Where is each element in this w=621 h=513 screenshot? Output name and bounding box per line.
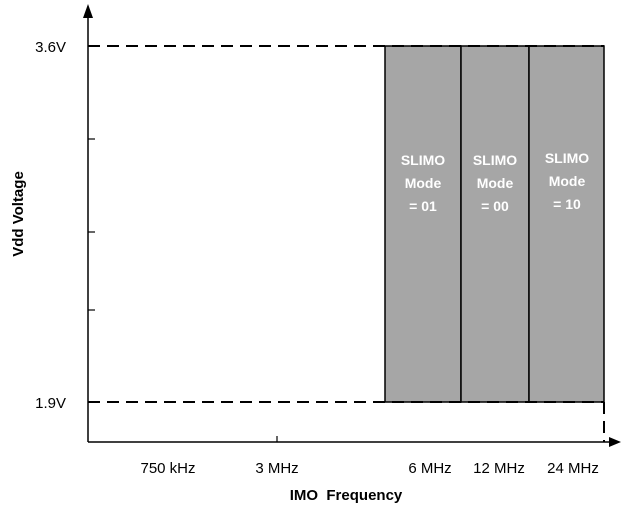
region-slimo-00 [460,45,530,403]
x-tick-label-6mhz: 6 MHz [408,460,451,477]
y-tick-label-top: 3.6V [35,39,66,56]
region-slimo-00-line3: = 00 [481,198,509,214]
voltage-limit-lines [88,45,605,442]
region-labels: SLIMO Mode = 01 SLIMO Mode = 00 SLIMO Mo… [401,150,589,214]
region-slimo-10-line3: = 10 [553,196,581,212]
y-axis-arrowhead [83,4,93,18]
x-tick-label-3mhz: 3 MHz [255,460,298,477]
regions [384,45,605,403]
region-slimo-01 [384,45,462,403]
region-slimo-10 [528,45,605,403]
region-slimo-10-line2: Mode [549,173,586,189]
x-axis-title: IMO Frequency [290,487,403,504]
x-tick-label-750khz: 750 kHz [140,460,195,477]
x-tick-label-24mhz: 24 MHz [547,460,599,477]
axes [83,4,621,447]
region-slimo-01-line2: Mode [405,175,442,191]
y-tick-label-bottom: 1.9V [35,395,66,412]
x-axis-arrowhead [609,437,621,447]
region-slimo-01-line3: = 01 [409,198,437,214]
region-slimo-01-line1: SLIMO [401,152,445,168]
region-slimo-00-line2: Mode [477,175,514,191]
region-slimo-00-line1: SLIMO [473,152,517,168]
region-slimo-10-line1: SLIMO [545,150,589,166]
y-axis-ticks [88,45,95,403]
x-tick-label-12mhz: 12 MHz [473,460,525,477]
y-axis-title: Vdd Voltage [10,171,27,257]
